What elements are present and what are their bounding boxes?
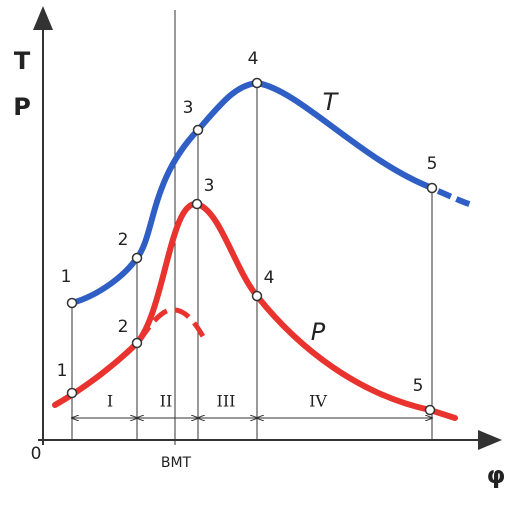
point [251, 290, 263, 302]
point [66, 387, 78, 399]
point-label: 1 [57, 361, 68, 381]
point-label: 3 [183, 98, 194, 118]
point [251, 77, 263, 89]
curve-label: T [323, 88, 340, 116]
t-curve-tail [436, 188, 473, 208]
point [426, 182, 438, 194]
point-label: 4 [248, 49, 259, 69]
p-curve [52, 201, 458, 421]
point [191, 198, 203, 210]
phase-label: I [107, 392, 113, 411]
point [131, 252, 143, 264]
point-label: 2 [118, 317, 129, 337]
point [66, 297, 78, 309]
phase-label: II [160, 392, 173, 411]
y-label-bottom: P [13, 93, 31, 121]
x-label: φ [487, 461, 506, 489]
point-label: 5 [413, 376, 424, 396]
phase-label: IV [309, 392, 327, 411]
t-curve [69, 79, 435, 306]
phase-label: III [217, 392, 236, 411]
point [192, 124, 204, 136]
point-label: 3 [204, 176, 215, 196]
guides [72, 10, 432, 445]
y-label-top: T [14, 47, 31, 75]
point-label: 4 [264, 268, 275, 288]
origin-label: 0 [31, 444, 42, 464]
points: 1 2 3 4 5 1 2 3 4 5 [57, 49, 438, 416]
bmt-label: BMT [161, 455, 192, 471]
point [424, 404, 436, 416]
point [131, 337, 143, 349]
point-label: 1 [61, 267, 72, 287]
p-motoring-curve [137, 307, 208, 342]
point-label: 5 [427, 154, 438, 174]
curve-label: P [311, 318, 326, 346]
point-label: 2 [118, 230, 129, 250]
